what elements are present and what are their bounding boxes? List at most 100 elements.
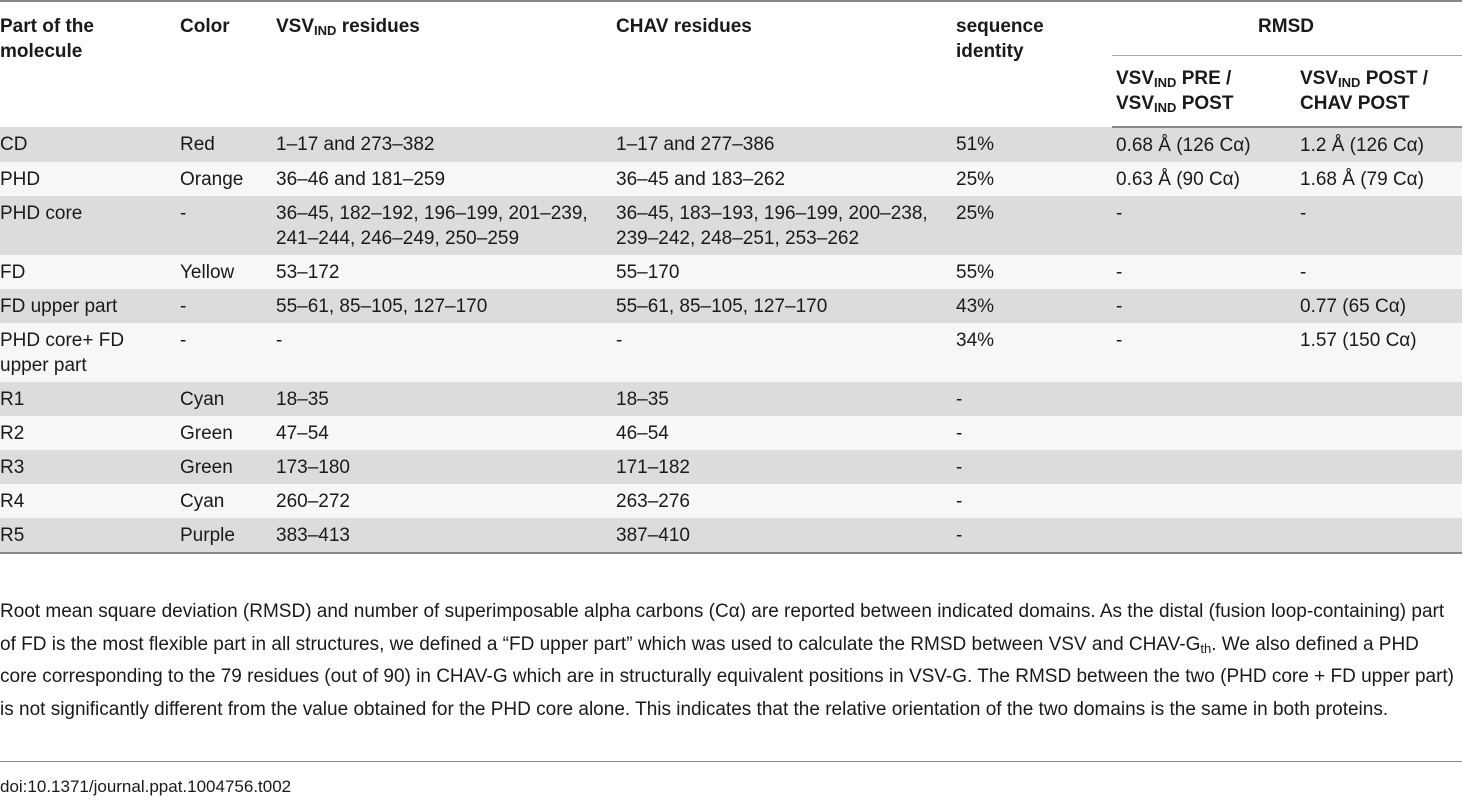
cell-vsv-residues: 1–17 and 273–382: [272, 127, 612, 162]
cell-color: Green: [176, 416, 272, 450]
table-row: R3 Green 173–180 171–182-: [0, 450, 1462, 484]
table-row: R1 Cyan 18–35 18–35-: [0, 382, 1462, 416]
cell-vsv-residues: 36–45, 182–192, 196–199, 201–239, 241–24…: [272, 196, 612, 255]
cell-vsv-residues: 18–35: [272, 382, 612, 416]
cell-rmsd-pre-post: 0.63 Å (90 Cα): [1112, 162, 1296, 196]
cell-rmsd-post-chav: -: [1296, 196, 1462, 255]
cell-part: R2: [0, 416, 176, 450]
cell-part: PHD core: [0, 196, 176, 255]
cell-rmsd-post-chav: [1296, 382, 1462, 416]
cell-chav-residues: 36–45, 183–193, 196–199, 200–238, 239–24…: [612, 196, 952, 255]
header-vsv-residues: VSVIND residues: [276, 16, 420, 38]
cell-rmsd-post-chav: [1296, 450, 1462, 484]
doi-link[interactable]: doi:10.1371/journal.ppat.1004756.t002: [0, 777, 292, 796]
cell-rmsd-post-chav: 1.57 (150 Cα): [1296, 323, 1462, 382]
cell-rmsd-pre-post: [1112, 382, 1296, 416]
table-row: R2 Green 47–54 46–54-: [0, 416, 1462, 450]
table-row: R4 Cyan 260–272 263–276-: [0, 484, 1462, 518]
cell-rmsd-post-chav: [1296, 518, 1462, 554]
table-header: Part of the molecule Color VSVIND residu…: [0, 1, 1462, 128]
header-part: Part of the molecule: [0, 16, 94, 62]
cell-vsv-residues: 47–54: [272, 416, 612, 450]
table-row: FD upper part -55–61, 85–105, 127–170 55–6…: [0, 289, 1462, 323]
cell-color: Cyan: [176, 484, 272, 518]
table-row: R5 Purple 383–413 387–410-: [0, 518, 1462, 554]
divider: [0, 761, 1462, 762]
cell-color: Orange: [176, 162, 272, 196]
cell-part: R3: [0, 450, 176, 484]
cell-chav-residues: 36–45 and 183–262: [612, 162, 952, 196]
cell-rmsd-post-chav: 1.68 Å (79 Cα): [1296, 162, 1462, 196]
cell-color: -: [176, 196, 272, 255]
header-chav-residues: CHAV residues: [616, 16, 752, 37]
cell-identity: 51%: [952, 127, 1112, 162]
cell-part: R4: [0, 484, 176, 518]
table-row: CD Red 1–17 and 273–382 1–17 and 277–386 51%…: [0, 127, 1462, 162]
cell-color: Yellow: [176, 255, 272, 289]
cell-part: R5: [0, 518, 176, 554]
header-sequence-identity: sequence identity: [956, 16, 1044, 62]
cell-color: Red: [176, 127, 272, 162]
cell-chav-residues: 46–54: [612, 416, 952, 450]
cell-part: PHD: [0, 162, 176, 196]
cell-color: Purple: [176, 518, 272, 554]
cell-rmsd-pre-post: [1112, 518, 1296, 554]
header-rmsd-pre-post: VSVIND PRE / VSVIND POST: [1112, 55, 1296, 128]
cell-vsv-residues: 260–272: [272, 484, 612, 518]
cell-vsv-residues: 173–180: [272, 450, 612, 484]
table-row: FD Yellow 53–172 55–170 55% - -: [0, 255, 1462, 289]
cell-chav-residues: 55–61, 85–105, 127–170: [612, 289, 952, 323]
cell-part: FD: [0, 255, 176, 289]
cell-rmsd-post-chav: [1296, 484, 1462, 518]
cell-identity: -: [952, 382, 1112, 416]
table-row: PHD Orange 36–46 and 181–259 36–45 and 183–…: [0, 162, 1462, 196]
cell-chav-residues: 1–17 and 277–386: [612, 127, 952, 162]
cell-identity: -: [952, 416, 1112, 450]
cell-chav-residues: 171–182: [612, 450, 952, 484]
cell-identity: -: [952, 518, 1112, 554]
cell-identity: 34%: [952, 323, 1112, 382]
cell-part: PHD core+ FD upper part: [0, 323, 176, 382]
cell-rmsd-pre-post: 0.68 Å (126 Cα): [1112, 127, 1296, 162]
header-rmsd: RMSD: [1112, 1, 1462, 56]
cell-identity: 43%: [952, 289, 1112, 323]
cell-color: -: [176, 289, 272, 323]
cell-rmsd-post-chav: -: [1296, 255, 1462, 289]
cell-color: Cyan: [176, 382, 272, 416]
cell-identity: -: [952, 450, 1112, 484]
cell-color: -: [176, 323, 272, 382]
table-row: PHD core+ FD upper part - - -34% -1.57 (150 …: [0, 323, 1462, 382]
cell-vsv-residues: 53–172: [272, 255, 612, 289]
cell-identity: 25%: [952, 196, 1112, 255]
cell-rmsd-pre-post: -: [1112, 196, 1296, 255]
cell-chav-residues: 263–276: [612, 484, 952, 518]
cell-vsv-residues: 36–46 and 181–259: [272, 162, 612, 196]
cell-chav-residues: 387–410: [612, 518, 952, 554]
cell-rmsd-pre-post: -: [1112, 323, 1296, 382]
cell-rmsd-pre-post: [1112, 450, 1296, 484]
cell-rmsd-post-chav: 1.2 Å (126 Cα): [1296, 127, 1462, 162]
table-body: CD Red 1–17 and 273–382 1–17 and 277–386 51%…: [0, 127, 1462, 554]
cell-part: R1: [0, 382, 176, 416]
cell-vsv-residues: 383–413: [272, 518, 612, 554]
cell-vsv-residues: -: [272, 323, 612, 382]
cell-identity: 55%: [952, 255, 1112, 289]
cell-rmsd-pre-post: -: [1112, 289, 1296, 323]
cell-part: FD upper part: [0, 289, 176, 323]
cell-rmsd-pre-post: -: [1112, 255, 1296, 289]
table-row: PHD core -36–45, 182–192, 196–199, 201–23…: [0, 196, 1462, 255]
cell-vsv-residues: 55–61, 85–105, 127–170: [272, 289, 612, 323]
cell-rmsd-post-chav: [1296, 416, 1462, 450]
cell-identity: -: [952, 484, 1112, 518]
cell-identity: 25%: [952, 162, 1112, 196]
cell-chav-residues: 55–170: [612, 255, 952, 289]
cell-rmsd-pre-post: [1112, 484, 1296, 518]
cell-color: Green: [176, 450, 272, 484]
table-footnote: Root mean square deviation (RMSD) and nu…: [0, 601, 1455, 720]
cell-chav-residues: 18–35: [612, 382, 952, 416]
cell-chav-residues: -: [612, 323, 952, 382]
cell-part: CD: [0, 127, 176, 162]
header-rmsd-post-chav: VSVIND POST / CHAV POST: [1296, 55, 1462, 128]
cell-rmsd-pre-post: [1112, 416, 1296, 450]
header-color: Color: [180, 16, 230, 37]
